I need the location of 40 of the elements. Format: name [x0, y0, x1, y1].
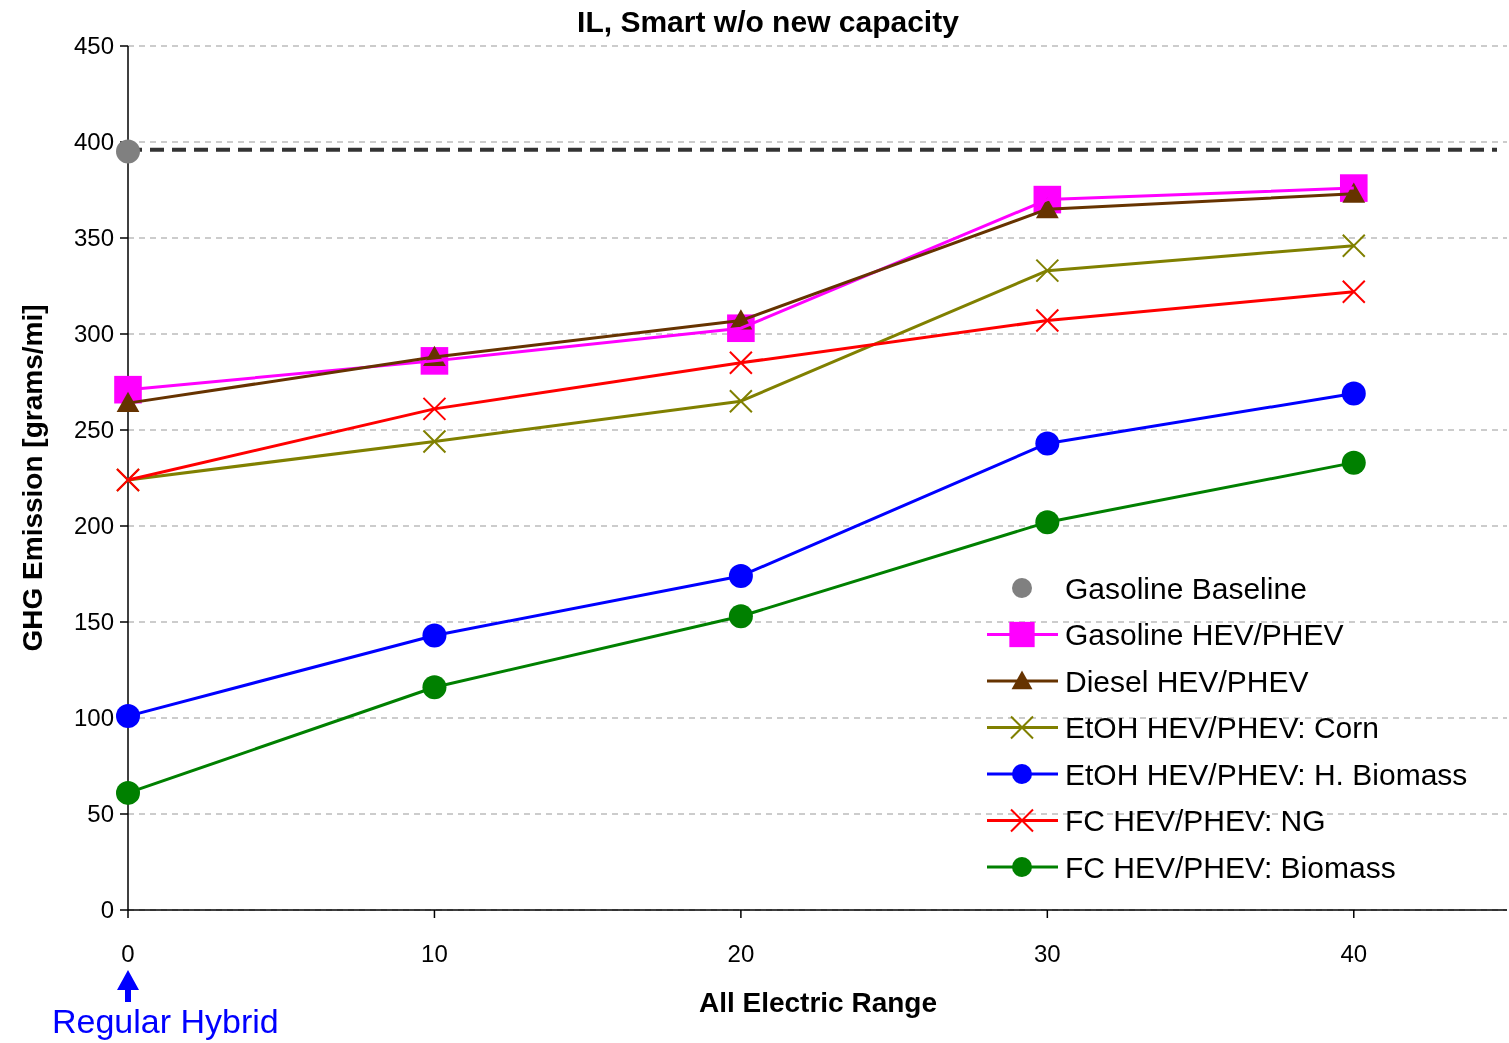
- point: [728, 389, 753, 414]
- point: [1341, 233, 1366, 258]
- point: [1341, 450, 1366, 475]
- y-tick-label: 250: [73, 416, 114, 444]
- text: Regular Hybrid: [52, 1002, 279, 1040]
- x-axis-title: All Electric Range: [698, 987, 938, 1018]
- y-tick-label: 200: [73, 512, 114, 540]
- y-tick-label: 100: [73, 704, 114, 732]
- y-tick-label: 400: [73, 128, 114, 156]
- legend-label: FC HEV/PHEV: NG: [1065, 804, 1326, 837]
- point: [422, 429, 447, 454]
- point: [1035, 258, 1060, 283]
- point: [116, 704, 140, 729]
- y-tick-label: 0: [100, 896, 114, 924]
- point: [1341, 381, 1366, 406]
- point: [116, 391, 140, 413]
- legend-label: EtOH HEV/PHEV: H. Biomass: [1065, 757, 1468, 791]
- y-tick-label: 150: [73, 608, 114, 636]
- point: [1341, 279, 1366, 304]
- legend-label: EtOH HEV/PHEV: Corn: [1065, 711, 1379, 744]
- y-tick-label: 350: [73, 224, 114, 252]
- legend-label: Gasoline HEV/PHEV: [1065, 618, 1344, 651]
- legend-label: Diesel HEV/PHEV: [1065, 664, 1309, 698]
- legend-label: Gasoline Baseline: [1065, 571, 1307, 605]
- point: [422, 396, 447, 421]
- point: [116, 780, 140, 805]
- x-tick-label: 20: [727, 940, 755, 967]
- point: [1035, 308, 1060, 333]
- x-tick-label: 40: [1340, 940, 1368, 967]
- chart-title: IL, Smart w/o new capacity: [577, 5, 960, 38]
- y-tick-label: 300: [73, 320, 114, 348]
- y-axis-title: GHG Emission [grams/mi]: [17, 304, 48, 652]
- x-tick-label: 0: [121, 940, 135, 967]
- y-tick-label: 450: [73, 32, 114, 60]
- legend-label: FC HEV/PHEV: Biomass: [1065, 850, 1396, 884]
- y-tick-label: 50: [87, 800, 114, 828]
- x-tick-label: 10: [421, 940, 448, 967]
- x-tick-label: 30: [1033, 940, 1061, 967]
- point: [728, 350, 753, 375]
- point: [116, 139, 140, 164]
